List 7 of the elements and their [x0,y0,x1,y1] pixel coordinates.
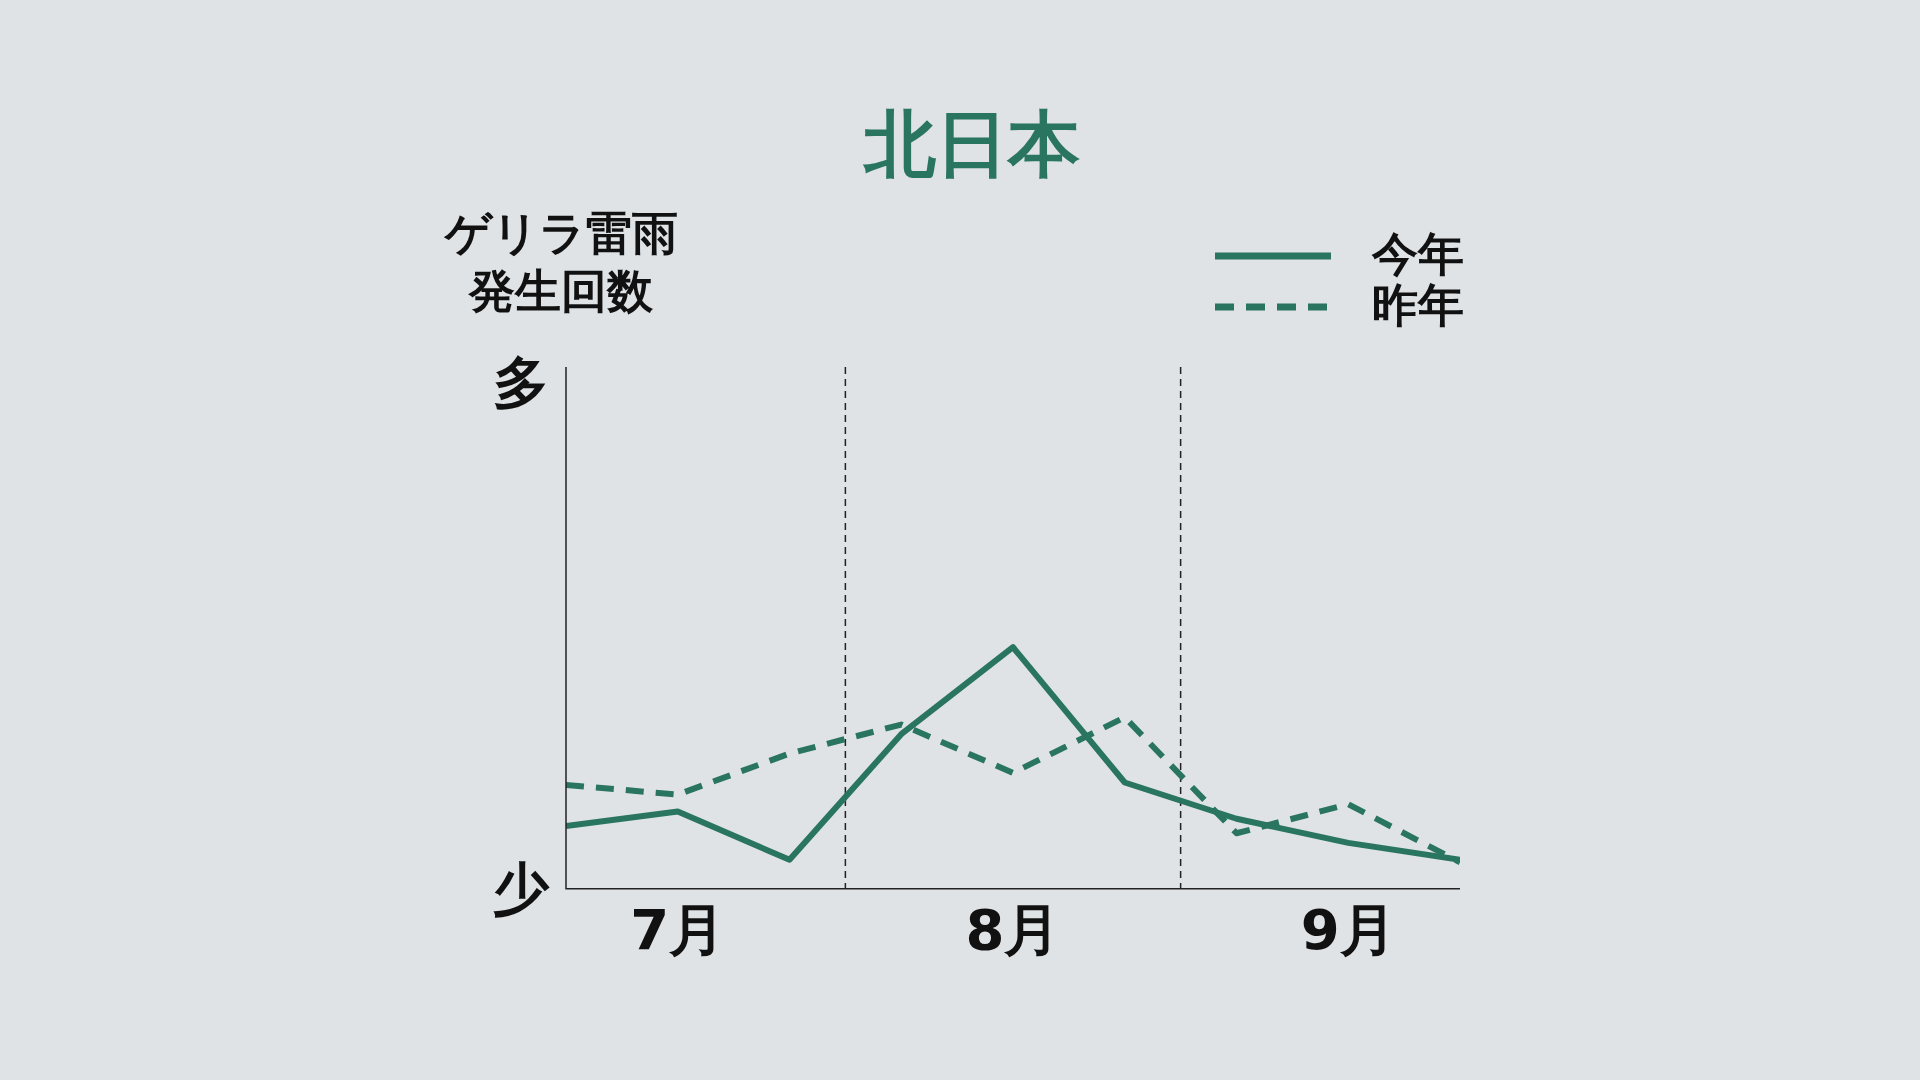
x-tick-label: 9月 [1300,896,1396,962]
x-tick-label: 8月 [965,896,1061,962]
text: ゲリラ雷雨発生回数 [442,205,678,318]
chart-title: 北日本 [862,101,1080,186]
text: 多 [493,349,549,415]
x-tick-label: 7月 [630,896,726,962]
text: 少 [493,856,550,922]
